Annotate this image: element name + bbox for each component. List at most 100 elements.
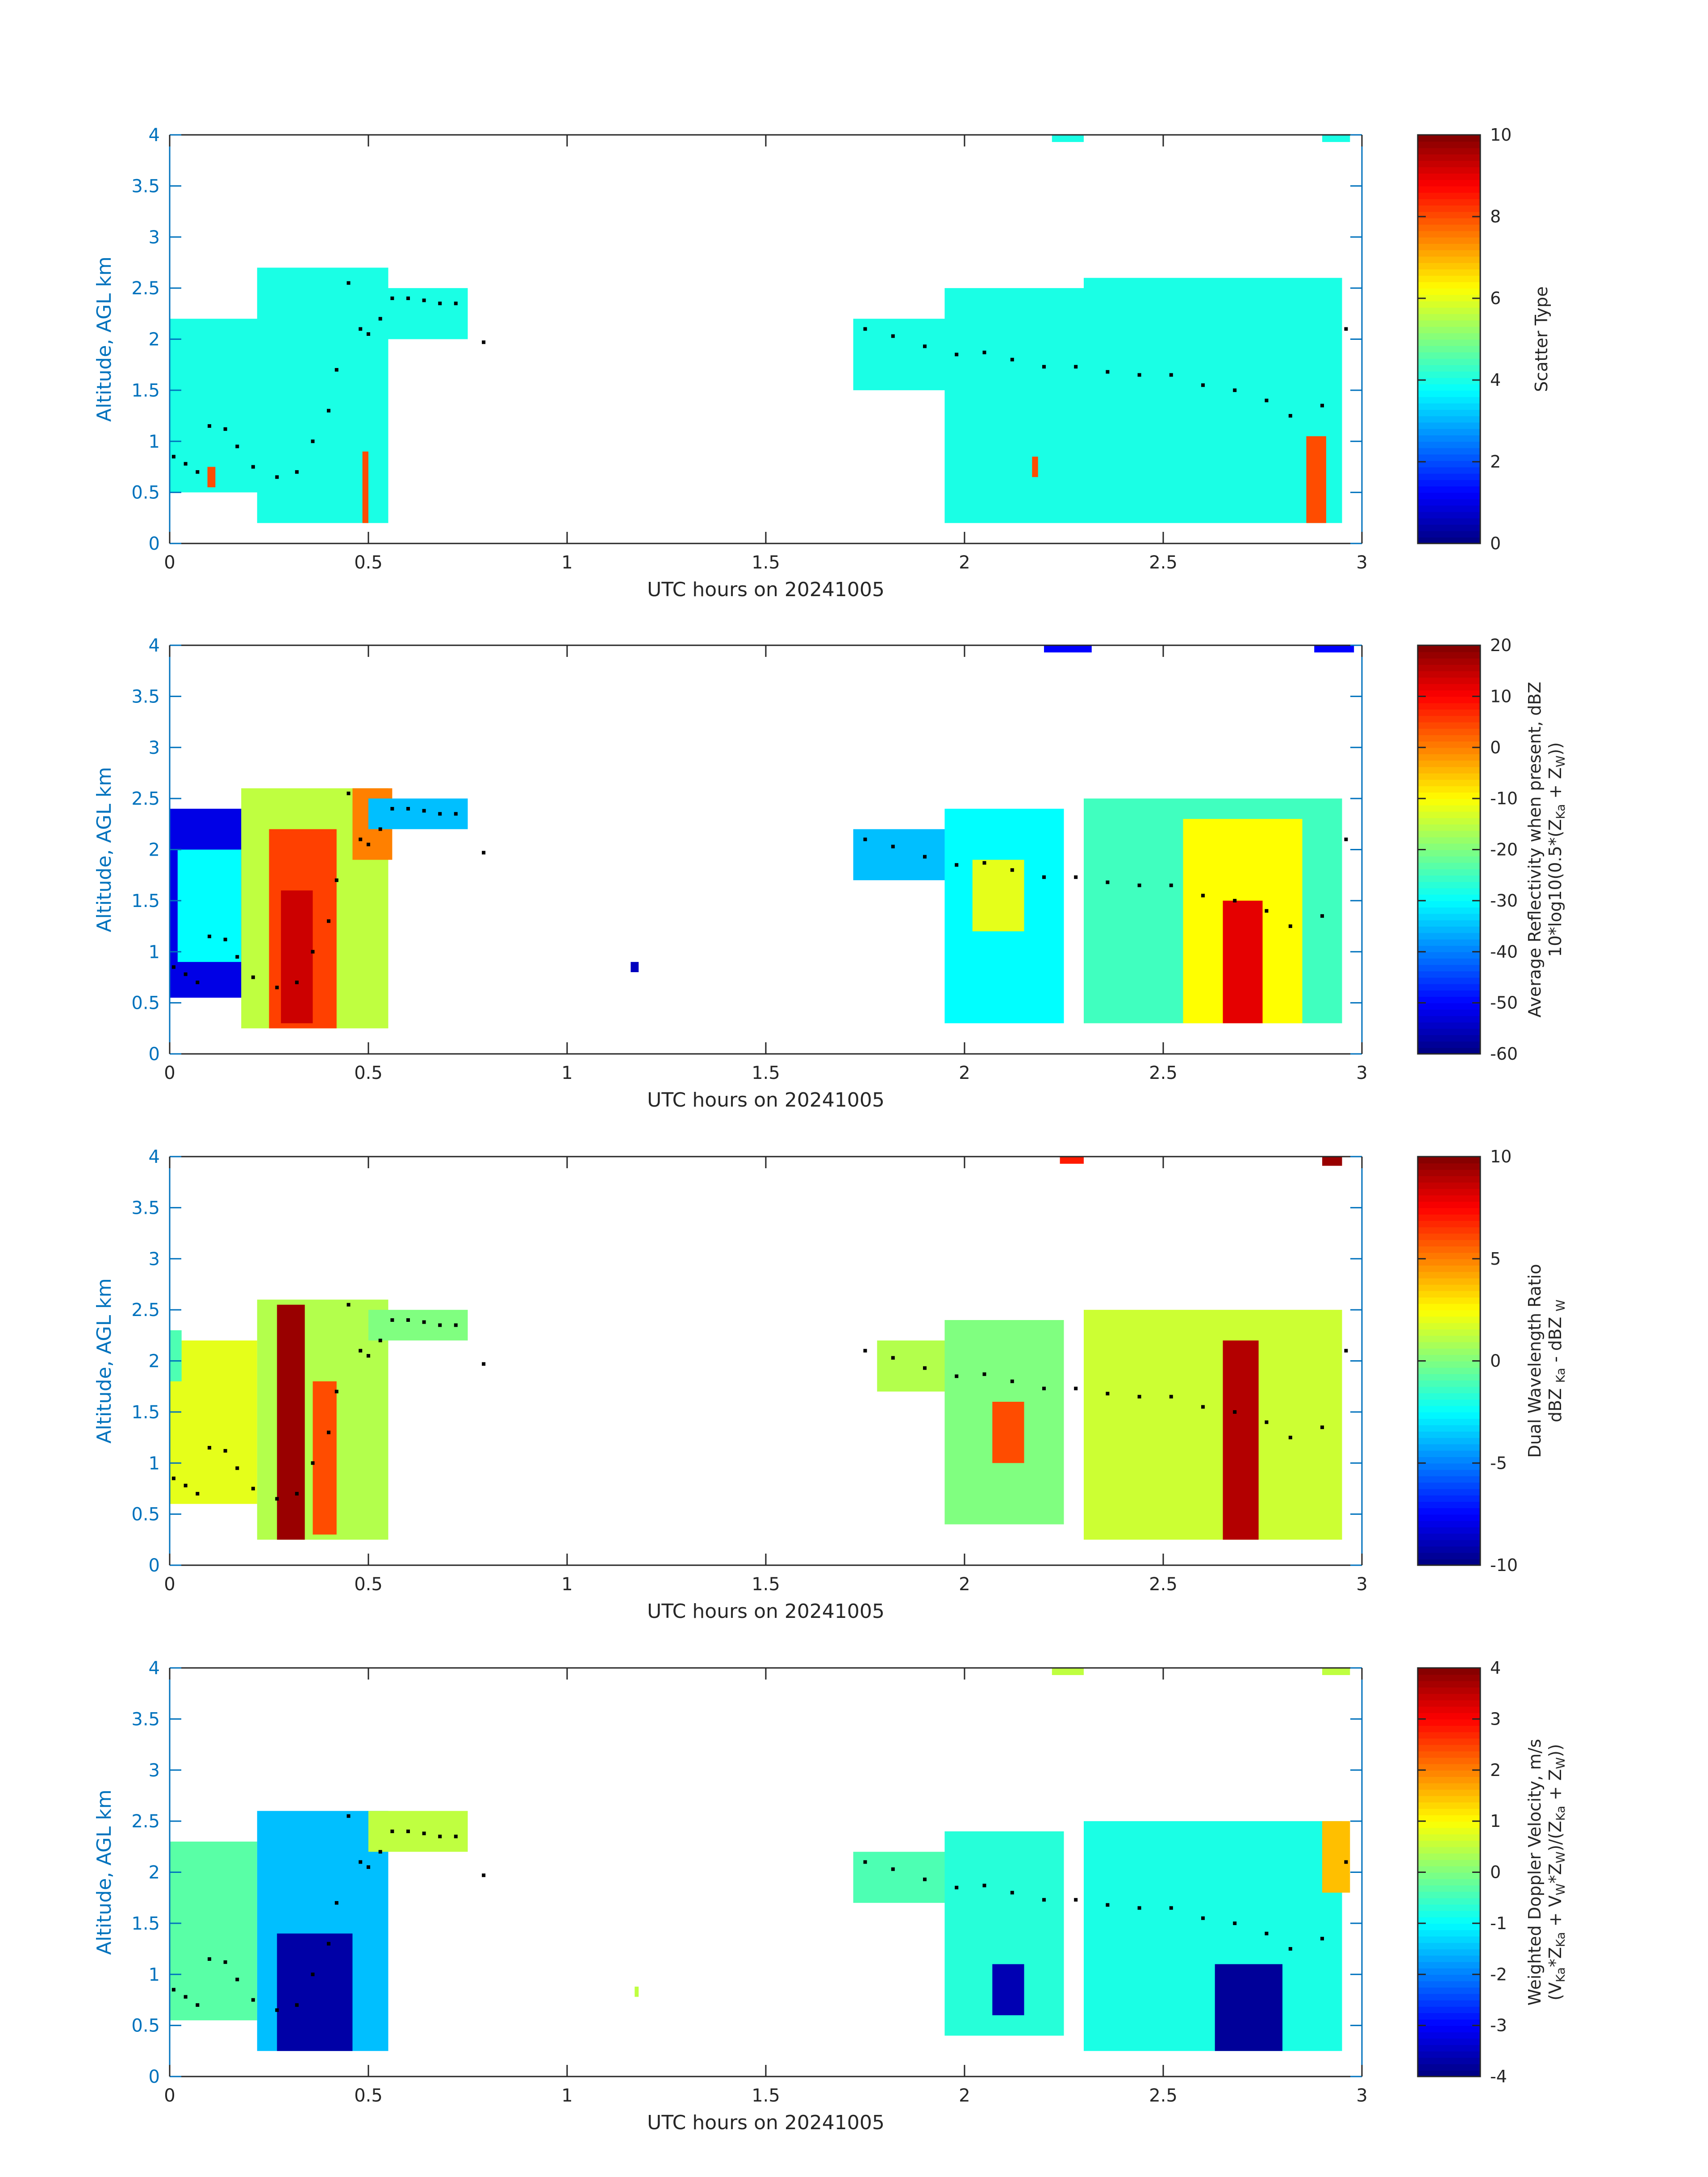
colorbar-strip [1418, 428, 1480, 435]
cloud-dot-26 [955, 1885, 959, 1889]
colorbar: -4 -3 -2 -1 0 1 2 3 4 Weighted Doppler Velocity, … [1417, 1658, 1568, 2086]
data-region-8 [362, 451, 368, 523]
x-axis-label: UTC hours on 20241005 [647, 578, 885, 601]
cloud-dot-23 [863, 1349, 867, 1353]
colorbar-tick-label: 6 [1490, 288, 1501, 308]
colorbar-strip [1418, 1751, 1480, 1758]
y-tick-label: 3.5 [131, 1709, 160, 1730]
colorbar-strip [1418, 1469, 1480, 1476]
colorbar-strip [1418, 1763, 1480, 1771]
colorbar-strip [1418, 1258, 1480, 1266]
colorbar-strip [1418, 1552, 1480, 1559]
cloud-dot-7 [251, 975, 255, 979]
y-tick-label: 1 [149, 1964, 160, 1985]
data-region-5 [281, 890, 313, 1024]
colorbar-strip [1418, 671, 1480, 678]
colorbar-strip [1418, 1821, 1480, 1828]
colorbar-strip [1418, 888, 1480, 895]
cloud-dot-22 [482, 851, 486, 855]
colorbar-strip [1418, 1770, 1480, 1777]
cloud-dot-30 [1074, 1898, 1078, 1902]
x-tick-label: 1 [561, 2085, 572, 2106]
cloud-dot-25 [923, 1877, 927, 1881]
cloud-dot-33 [1169, 1395, 1173, 1399]
colorbar-strip [1418, 1450, 1480, 1457]
colorbar-strip [1418, 339, 1480, 346]
colorbar-strip [1418, 1700, 1480, 1707]
colorbar-strip [1418, 811, 1480, 819]
data-region-7 [368, 798, 468, 829]
cloud-dot-9 [295, 1492, 299, 1496]
data-region-8 [631, 962, 639, 972]
x-tick-label: 2.5 [1149, 2085, 1178, 2106]
cloud-dot-36 [1265, 909, 1269, 913]
colorbar-strip [1418, 1482, 1480, 1489]
x-tick-label: 2.5 [1149, 1063, 1178, 1083]
data-region-10 [1215, 1964, 1282, 2051]
cloud-dot-26 [955, 1374, 959, 1378]
colorbar-strip [1418, 345, 1480, 353]
cloud-dot-20 [438, 301, 442, 305]
colorbar-strip [1418, 364, 1480, 372]
cloud-dot-8 [275, 986, 279, 990]
cloud-dot-23 [863, 1860, 867, 1864]
colorbar-strip [1418, 1348, 1480, 1355]
cloud-dot-10 [311, 439, 315, 443]
colorbar-strip [1418, 900, 1480, 908]
colorbar-strip [1418, 1687, 1480, 1694]
colorbar-strip [1418, 1405, 1480, 1412]
colorbar-strip [1418, 1897, 1480, 1905]
colorbar-strip [1418, 1501, 1480, 1508]
colorbar-strip [1418, 1322, 1480, 1330]
cloud-dot-25 [923, 855, 927, 859]
colorbar-strip [1418, 1993, 1480, 2001]
colorbar-strip [1418, 805, 1480, 812]
cloud-dot-22 [482, 1873, 486, 1877]
colorbar-strip [1418, 180, 1480, 187]
cloud-dot-16 [378, 827, 382, 831]
colorbar-tick-label: 1 [1490, 1811, 1501, 1831]
colorbar-strip [1418, 1329, 1480, 1336]
colorbar-strip [1418, 447, 1480, 455]
colorbar-strip [1418, 1981, 1480, 1988]
colorbar-strip [1418, 1188, 1480, 1195]
x-tick-label: 2.5 [1149, 552, 1178, 573]
colorbar-strip [1418, 830, 1480, 837]
colorbar-strip [1418, 141, 1480, 148]
cloud-dot-31 [1106, 1903, 1110, 1907]
colorbar-strip [1418, 1175, 1480, 1183]
colorbar-strip [1418, 907, 1480, 914]
colorbar-tick-label: -60 [1490, 1044, 1518, 1064]
colorbar-strip [1418, 1840, 1480, 1847]
cloud-dot-31 [1106, 880, 1110, 884]
cloud-dot-32 [1137, 883, 1141, 887]
colorbar-strip [1418, 658, 1480, 665]
colorbar-strip [1418, 1674, 1480, 1681]
colorbar-strip [1418, 1738, 1480, 1745]
colorbar-strip [1418, 454, 1480, 461]
y-tick-label: 3 [149, 1249, 160, 1270]
cloud-dot-1 [171, 1988, 175, 1992]
cloud-dot-34 [1201, 1405, 1205, 1409]
x-tick-label: 2 [959, 1574, 970, 1595]
colorbar-label: Weighted Doppler Velocity, m/s (VKa*ZKa +… [1525, 1739, 1568, 2006]
colorbar-strip [1418, 160, 1480, 167]
cloud-dot-37 [1288, 1436, 1292, 1440]
cloud-dot-22 [482, 1362, 486, 1366]
cloud-dot-36 [1265, 1931, 1269, 1935]
cloud-dot-13 [347, 1814, 351, 1818]
colorbar-strip [1418, 1341, 1480, 1349]
cloud-dot-2 [184, 1483, 188, 1488]
colorbar-strip [1418, 996, 1480, 1003]
colorbar-strip [1418, 230, 1480, 238]
colorbar-tick-label: 4 [1490, 370, 1501, 390]
data-region-11 [1322, 1821, 1350, 1893]
colorbar-strip [1418, 2006, 1480, 2014]
colorbar-strip [1418, 467, 1480, 474]
colorbar-strip [1418, 301, 1480, 308]
colorbar-strip [1418, 983, 1480, 991]
cloud-dot-2 [184, 462, 188, 466]
colorbar-strip [1418, 1316, 1480, 1323]
cloud-dot-15 [367, 332, 370, 336]
y-axis-label: Altitude, AGL km [93, 1278, 116, 1443]
